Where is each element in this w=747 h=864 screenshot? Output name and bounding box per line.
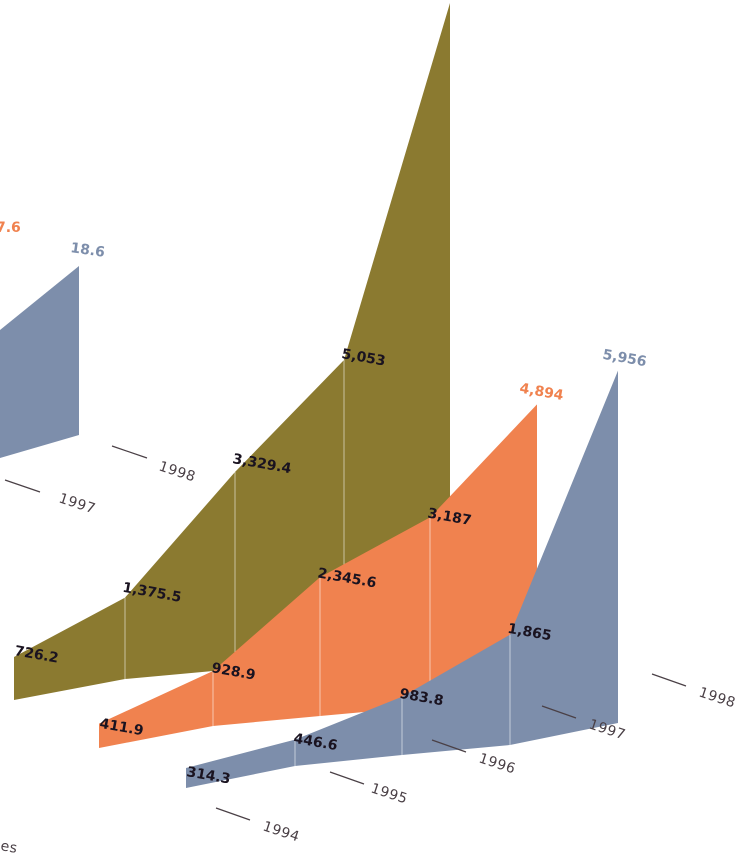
series-1-area — [14, 3, 450, 700]
series-2-value-label-1997: 3,187 — [426, 506, 472, 529]
axis-label-1995: 1995 — [369, 781, 410, 808]
left-axis-label-1998: 1998 — [157, 459, 198, 486]
axis-label-1994: 1994 — [261, 819, 302, 846]
axis-label-1997: 1997 — [587, 717, 628, 744]
chart-layers: 726.21,375.53,329.45,05310,850411.9928.9… — [13, 0, 648, 788]
series-1-value-label-1998: 10,850 — [435, 0, 491, 4]
series-2-value-label-1994: 411.9 — [98, 716, 144, 739]
series-2-area — [99, 404, 537, 748]
partial-caption-text: es — [0, 838, 19, 857]
left-axis-tick-1997 — [4, 479, 41, 493]
series-1-value-label-1994: 726.2 — [13, 643, 59, 666]
left-panel-value-blue: 18.6 — [69, 240, 105, 261]
left-axis-tick-1998 — [111, 445, 148, 459]
axis-tick-1995 — [329, 771, 365, 785]
axis-tick-1996 — [431, 739, 467, 753]
series-2-value-label-1998: 4,894 — [518, 381, 565, 404]
series-layer-3: 314.3 446.6 983.8 1,865 5,956 — [185, 347, 648, 788]
series-3-value-label-1998: 5,956 — [601, 347, 647, 370]
series-3-value-label-1995: 446.6 — [292, 731, 338, 754]
left-partial-panel: 7.6 18.6 1998 1997 — [0, 220, 198, 517]
axis-tick-1997 — [541, 705, 577, 719]
series-1-value-label-1997: 5,053 — [340, 346, 386, 369]
series-2-value-label-1995: 928.9 — [210, 660, 256, 683]
axis-tick-1994 — [215, 807, 251, 821]
left-panel-area — [0, 266, 79, 458]
left-axis-label-1997: 1997 — [57, 491, 98, 518]
axis-label-1996: 1996 — [477, 751, 518, 778]
axis-label-1998: 1998 — [697, 685, 738, 712]
axis-tick-1998 — [651, 673, 687, 687]
series-3-value-label-1997: 1,865 — [506, 621, 552, 644]
left-panel-value-orange: 7.6 — [0, 220, 21, 236]
series-3-value-label-1994: 314.3 — [185, 764, 231, 787]
series-3-value-label-1996: 983.8 — [398, 686, 444, 709]
